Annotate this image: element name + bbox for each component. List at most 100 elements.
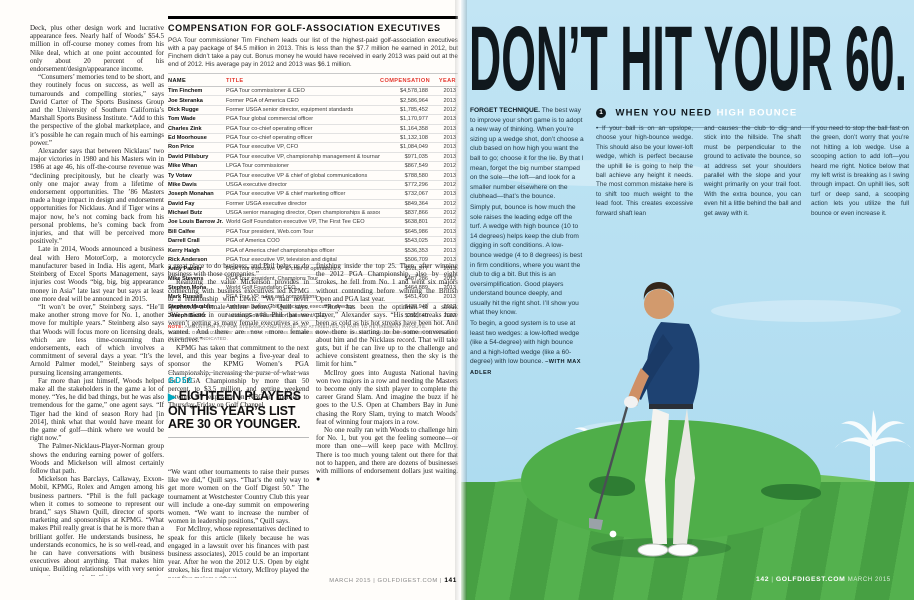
cell-title: PGA of America COO <box>226 238 280 245</box>
left-page-folio: MARCH 2015 | GOLFDIGEST.COM | 141 <box>329 577 457 584</box>
table-row: Stephen Mona World Golf Foundation CEO $46… <box>168 284 458 294</box>
table-row: Mark Russell PGA Tour VP, rules and compe… <box>168 293 458 303</box>
cell-year: 2013 <box>443 238 456 245</box>
cell-comp: $464,889 <box>404 285 428 292</box>
cell-year: 2013 <box>443 172 456 179</box>
golfer-hair <box>643 282 675 300</box>
cell-comp: $1,170,977 <box>400 116 428 123</box>
cell-title: PGA Tour president, Champions Tour <box>226 275 319 282</box>
cell-title: PGA Tour president, Web.com Tour <box>226 228 314 235</box>
left-page: Deck, plus other design work and lucrati… <box>0 0 461 600</box>
cell-comp: $536,353 <box>404 247 428 254</box>
compensation-table: COMPENSATION FOR GOLF-ASSOCIATION EXECUT… <box>168 16 458 341</box>
cell-title: PGA Tour executive VP & chief of operati… <box>226 266 337 273</box>
cell-title: National Golf Foundation president/CEO <box>226 313 327 320</box>
right-folio-date: MARCH 2015 <box>847 577 891 583</box>
paragraph: “We want other tournaments to raise thei… <box>168 468 309 526</box>
bush-shape <box>761 484 821 500</box>
paragraph: Far more than just himself, Woods helped… <box>30 376 164 443</box>
cell-year: 2012 <box>443 200 456 207</box>
cell-title: PGA Tour commissioner & CEO <box>226 88 305 95</box>
intro-p1-text: The best way to improve your short game … <box>470 107 584 201</box>
table-row: Kerry Haigh PGA of America chief champion… <box>168 246 458 256</box>
table-note-label: NOTE: <box>168 324 184 330</box>
table-row: Stephen Hamblin American Junior Golf Asso… <box>168 303 458 312</box>
right-page: DON’T HIT YOUR 60. FORGET TECHNIQUE. The… <box>461 0 914 600</box>
paragraph: “It won’t be over,” Steinberg says. “He’… <box>30 302 164 377</box>
paragraph: No one really ran with Woods to challeng… <box>316 426 458 484</box>
club-shaft <box>593 399 631 521</box>
section-title: WHEN YOU NEED <box>615 107 713 119</box>
cell-comp: $837,866 <box>404 210 428 217</box>
table-intro: PGA Tour commissioner Tim Finchem leads … <box>168 37 458 74</box>
cell-comp: $638,801 <box>404 219 428 226</box>
cell-year: 2013 <box>443 125 456 132</box>
table-row: Ron Price PGA Tour executive VP, CFO $1,08… <box>168 143 458 153</box>
right-page-folio: 142 | GOLFDIGEST.COM MARCH 2015 <box>756 576 891 583</box>
article-column-2-top: a great place to do business, and Phil h… <box>168 262 309 410</box>
cell-title: World Golf Foundation executive VP, The … <box>226 219 365 226</box>
pull-quote-text: EIGHTEEN PLAYERS ON THIS YEAR’S LIST ARE… <box>168 389 301 431</box>
club-head <box>589 518 603 530</box>
pull-quote: ▶ EIGHTEEN PLAYERS ON THIS YEAR’S LIST A… <box>168 389 309 432</box>
article-column-3: finishing inside the top 25. Then, after… <box>316 262 458 578</box>
cell-comp: $506,709 <box>404 256 428 263</box>
comp-table-body: Tim Finchem PGA Tour commissioner & CEO $4… <box>168 87 458 322</box>
paragraph: finishing inside the top 25. Then, after… <box>316 262 458 303</box>
cell-name: Darrell Crall <box>168 238 200 245</box>
cell-comp: $451,490 <box>404 294 428 301</box>
paragraph: Deck, plus other design work and lucrati… <box>30 24 164 74</box>
column-header-year: YEAR <box>438 78 456 84</box>
golfer-shoe <box>637 543 669 557</box>
cell-comp: $1,164,358 <box>400 125 428 132</box>
cell-title: PGA Tour executive VP, championship mana… <box>226 153 380 160</box>
table-row: Andy Pazder PGA Tour executive VP & chief… <box>168 265 458 275</box>
paragraph: “Rory has been the optimum of a streak p… <box>316 303 458 369</box>
paragraph: “Consumers’ memories tend to be short, a… <box>30 73 164 147</box>
cell-comp: $1,785,452 <box>400 106 428 113</box>
column-header-title: TITLE <box>226 78 244 84</box>
cell-year: 2012 <box>443 219 456 226</box>
cell-year: 2012 <box>443 210 456 217</box>
tip-column-b: and causes the club to dig and stick int… <box>704 125 801 217</box>
table-row: Charles Zink PGA Tour co-chief operating … <box>168 125 458 134</box>
table-header-row: NAME TITLE COMPENSATION YEAR <box>168 76 458 87</box>
cell-comp: $971,035 <box>404 153 428 160</box>
cell-year: 2012 <box>443 163 456 170</box>
cell-year: 2013 <box>443 275 456 282</box>
cell-name: Joseph Monahan <box>168 191 214 198</box>
cell-comp: $511,377 <box>405 266 428 273</box>
callout-top-rule <box>168 372 309 373</box>
paragraph: The Palmer-Nicklaus-Player-Norman group … <box>30 442 164 475</box>
cell-year: 2012 <box>443 106 456 113</box>
table-row: Joseph Monahan PGA Tour executive VP & ch… <box>168 190 458 200</box>
table-row: Darrell Crall PGA of America COO $543,025 2… <box>168 237 458 247</box>
cell-year: 2013 <box>443 285 456 292</box>
table-row: Tom Wade PGA Tour global commercial offic… <box>168 115 458 125</box>
feature-intro: FORGET TECHNIQUE. The best way to improv… <box>470 106 584 380</box>
table-row: Dick Rugge Former USGA senior director, e… <box>168 106 458 116</box>
cell-comp: $2,586,964 <box>400 97 428 104</box>
cell-name: Mike Whan <box>168 163 198 170</box>
cell-year: 2013 <box>443 97 456 104</box>
page-gutter <box>455 0 467 600</box>
cell-year: 2013 <box>443 228 456 235</box>
section-header: 1 WHEN YOU NEED HIGH BOUNCE <box>596 104 908 128</box>
table-row: Tim Finchem PGA Tour commissioner & CEO $4… <box>168 87 458 97</box>
cell-name: Mike Stevens <box>168 275 204 282</box>
paragraph: a great place to do business, and Phil h… <box>168 262 309 279</box>
cell-title: PGA Tour executive VP & chief of global … <box>226 172 368 179</box>
article-column-1: Deck, plus other design work and lucrati… <box>30 24 164 576</box>
cell-title: PGA Tour co-chief operating officer <box>226 125 313 132</box>
table-note-text: AMOUNTS IN PAY FOR STERANKA AND RUGGE AR… <box>184 324 427 330</box>
table-title: COMPENSATION FOR GOLF-ASSOCIATION EXECUT… <box>168 23 441 33</box>
cell-comp: $432,945 <box>404 303 428 310</box>
cell-name: David Fay <box>168 200 195 207</box>
table-row: Joe Steranka Former PGA of America CEO $2,… <box>168 96 458 106</box>
paragraph: For McIlroy, whose representatives decli… <box>168 525 309 578</box>
cell-name: Mike Davis <box>168 181 197 188</box>
callout-bottom-rule <box>168 436 309 438</box>
table-row: Joe Louis Barrow Jr. World Golf Foundatio… <box>168 218 458 228</box>
cell-name: Michael Butz <box>168 210 203 217</box>
